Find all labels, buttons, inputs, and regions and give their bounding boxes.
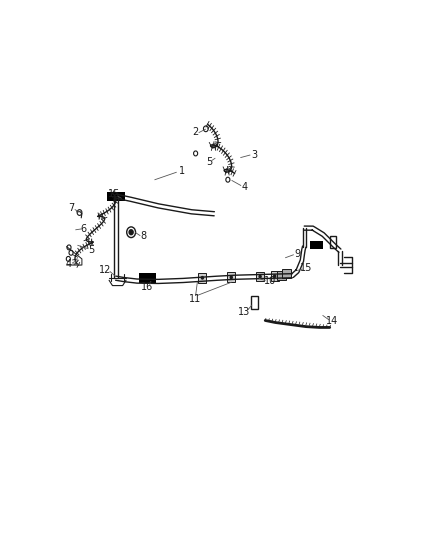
Text: 11: 11	[188, 294, 201, 304]
Bar	[256, 272, 264, 281]
Circle shape	[259, 276, 261, 278]
Text: 14: 14	[326, 316, 339, 326]
Text: 9: 9	[294, 248, 300, 259]
Circle shape	[201, 277, 203, 279]
Text: 16: 16	[141, 282, 153, 292]
Text: 15: 15	[300, 263, 312, 273]
Text: 15: 15	[108, 189, 120, 199]
Bar	[277, 271, 286, 280]
Bar	[310, 241, 323, 249]
Bar	[282, 269, 291, 278]
Text: 5: 5	[206, 157, 212, 167]
Bar	[107, 192, 125, 201]
Text: 2: 2	[192, 127, 198, 138]
Text: 13: 13	[238, 307, 250, 317]
Bar	[198, 273, 206, 282]
Text: 8: 8	[141, 230, 147, 240]
Text: 3: 3	[251, 150, 258, 160]
Bar	[139, 273, 156, 283]
Text: 1: 1	[179, 166, 185, 176]
Circle shape	[230, 276, 232, 279]
Text: 12: 12	[99, 265, 111, 276]
Bar	[330, 236, 336, 248]
Text: 6: 6	[81, 224, 87, 234]
Bar	[251, 296, 258, 309]
Text: 10: 10	[264, 277, 276, 286]
Circle shape	[274, 275, 276, 277]
Circle shape	[129, 230, 133, 235]
Bar	[227, 272, 235, 282]
Text: 4: 4	[241, 182, 247, 192]
Text: 5: 5	[88, 245, 95, 255]
Bar	[271, 271, 279, 281]
Text: 4: 4	[66, 259, 72, 269]
Text: 7: 7	[69, 204, 75, 213]
